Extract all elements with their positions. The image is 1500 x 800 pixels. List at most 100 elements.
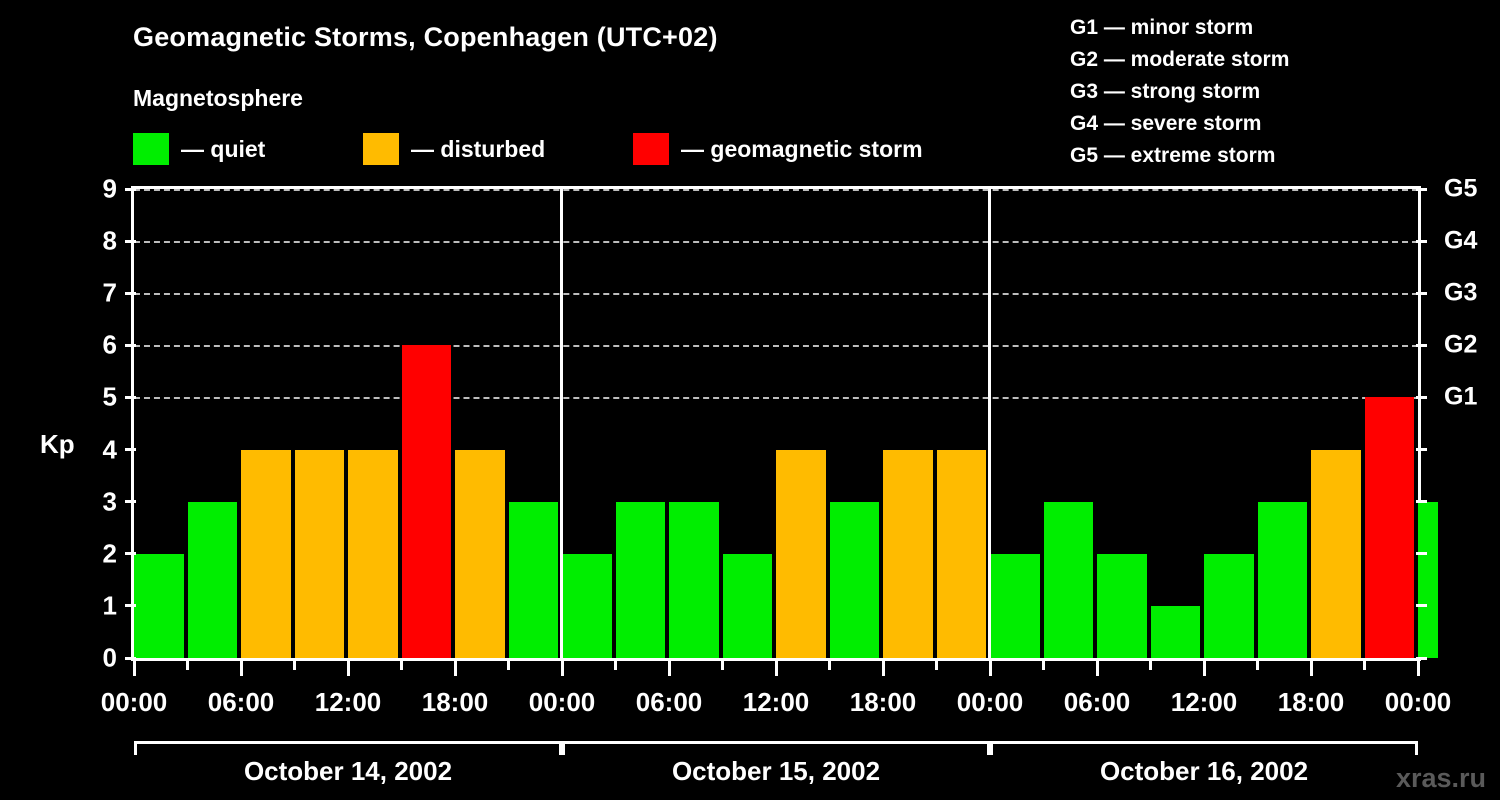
bar[interactable] xyxy=(829,501,879,658)
day-label-1: October 14, 2002 xyxy=(243,756,453,786)
bar[interactable] xyxy=(455,449,505,658)
bar[interactable] xyxy=(1204,553,1254,658)
bar[interactable] xyxy=(615,501,665,658)
page-title: Geomagnetic Storms, Copenhagen (UTC+02) xyxy=(133,22,718,52)
g-tick-G1 xyxy=(1416,395,1427,399)
bar[interactable] xyxy=(401,345,451,658)
day-bracket-3 xyxy=(990,741,1418,755)
y-tick-label-8: 8 xyxy=(102,225,117,256)
disturbed-swatch xyxy=(363,133,399,165)
g-legend-line-1: G1 — minor storm xyxy=(1070,16,1254,39)
y-tick-label-3: 3 xyxy=(102,486,117,517)
legend-entry-disturbed: — disturbed xyxy=(363,133,545,165)
bar[interactable] xyxy=(776,449,826,658)
y-tick-7 xyxy=(125,291,136,295)
bar[interactable] xyxy=(348,449,398,658)
x-tick-label-1: 06:00 xyxy=(207,687,275,717)
legend-entry-quiet: — quiet xyxy=(133,133,265,165)
y-tick-label-7: 7 xyxy=(102,277,117,308)
x-tick-3 xyxy=(293,661,296,670)
bar[interactable] xyxy=(1150,605,1200,658)
y-axis-title: Kp xyxy=(40,429,75,459)
bar[interactable] xyxy=(241,449,291,658)
x-tick-label-11: 18:00 xyxy=(1277,687,1345,717)
bar[interactable] xyxy=(134,553,184,658)
bar[interactable] xyxy=(1418,501,1439,658)
bar[interactable] xyxy=(1043,501,1093,658)
x-tick-label-5: 06:00 xyxy=(635,687,703,717)
gridline-kp-6 xyxy=(134,345,1418,348)
y-tick-label-1: 1 xyxy=(102,590,117,621)
x-tick-8 xyxy=(560,661,564,676)
x-tick-17 xyxy=(1042,661,1045,670)
legend-label: — disturbed xyxy=(411,135,546,162)
x-tick-6 xyxy=(453,661,457,676)
g-tick-label-G2: G2 xyxy=(1444,330,1478,359)
bar[interactable] xyxy=(1311,449,1361,658)
y-tick-5 xyxy=(125,395,136,399)
bar[interactable] xyxy=(936,449,986,658)
y-tick-1 xyxy=(125,604,136,608)
x-tick-label-0: 00:00 xyxy=(100,687,168,717)
x-tick-24 xyxy=(1416,661,1420,676)
y-tick-0 xyxy=(125,656,136,660)
bar[interactable] xyxy=(294,449,344,658)
x-tick-15 xyxy=(935,661,938,670)
x-tick-11 xyxy=(721,661,724,670)
y-tick-3 xyxy=(125,500,136,504)
storm-swatch xyxy=(633,133,669,165)
gridline-kp-5 xyxy=(134,397,1418,400)
g-tick-G2 xyxy=(1416,343,1427,347)
x-tick-21 xyxy=(1256,661,1259,670)
x-tick-13 xyxy=(828,661,831,670)
bar[interactable] xyxy=(562,553,612,658)
day-bracket-1 xyxy=(134,741,562,755)
bar[interactable] xyxy=(187,501,237,658)
legend-entry-geomagnetic-storm: — geomagnetic storm xyxy=(633,133,923,165)
bar[interactable] xyxy=(990,553,1040,658)
g-tick-G4 xyxy=(1416,239,1427,243)
y-tick-label-2: 2 xyxy=(102,538,117,569)
bar[interactable] xyxy=(508,501,558,658)
x-tick-7 xyxy=(507,661,510,670)
day-bracket-2 xyxy=(562,741,990,755)
x-tick-label-6: 12:00 xyxy=(742,687,810,717)
x-tick-19 xyxy=(1149,661,1152,670)
bar[interactable] xyxy=(669,501,719,658)
y-tick-8 xyxy=(125,239,136,243)
y-tick-label-5: 5 xyxy=(102,381,117,412)
g-tick-label-G4: G4 xyxy=(1444,226,1478,255)
y-tick-label-9: 9 xyxy=(102,173,117,204)
g-legend-line-3: G3 — strong storm xyxy=(1070,80,1261,103)
x-tick-4 xyxy=(346,661,350,676)
bar[interactable] xyxy=(883,449,933,658)
x-tick-22 xyxy=(1309,661,1313,676)
bar[interactable] xyxy=(1364,397,1414,658)
y-tick-label-0: 0 xyxy=(102,642,117,673)
x-tick-23 xyxy=(1363,661,1366,670)
day-label-3: October 16, 2002 xyxy=(1099,756,1309,786)
x-tick-label-10: 12:00 xyxy=(1170,687,1238,717)
day-label-2: October 15, 2002 xyxy=(671,756,881,786)
x-tick-10 xyxy=(667,661,671,676)
y-tick-label-6: 6 xyxy=(102,329,117,360)
g-tick-G5 xyxy=(1416,187,1427,191)
quiet-swatch xyxy=(133,133,169,165)
bar[interactable] xyxy=(722,553,772,658)
g-tick-G3 xyxy=(1416,291,1427,295)
g-legend-line-2: G2 — moderate storm xyxy=(1070,48,1290,71)
watermark: xras.ru xyxy=(1395,763,1486,793)
right-tick-kp-2 xyxy=(1416,552,1427,556)
x-tick-9 xyxy=(614,661,617,670)
plot-frame xyxy=(131,186,1421,661)
y-tick-label-4: 4 xyxy=(102,434,117,465)
g-legend-line-5: G5 — extreme storm xyxy=(1070,144,1276,167)
g-legend-line-4: G4 — severe storm xyxy=(1070,112,1262,135)
bar[interactable] xyxy=(1097,553,1147,658)
bar[interactable] xyxy=(1257,501,1307,658)
x-tick-1 xyxy=(186,661,189,670)
plot-area xyxy=(134,189,1439,658)
x-tick-label-7: 18:00 xyxy=(849,687,917,717)
g-tick-label-G3: G3 xyxy=(1444,278,1478,307)
